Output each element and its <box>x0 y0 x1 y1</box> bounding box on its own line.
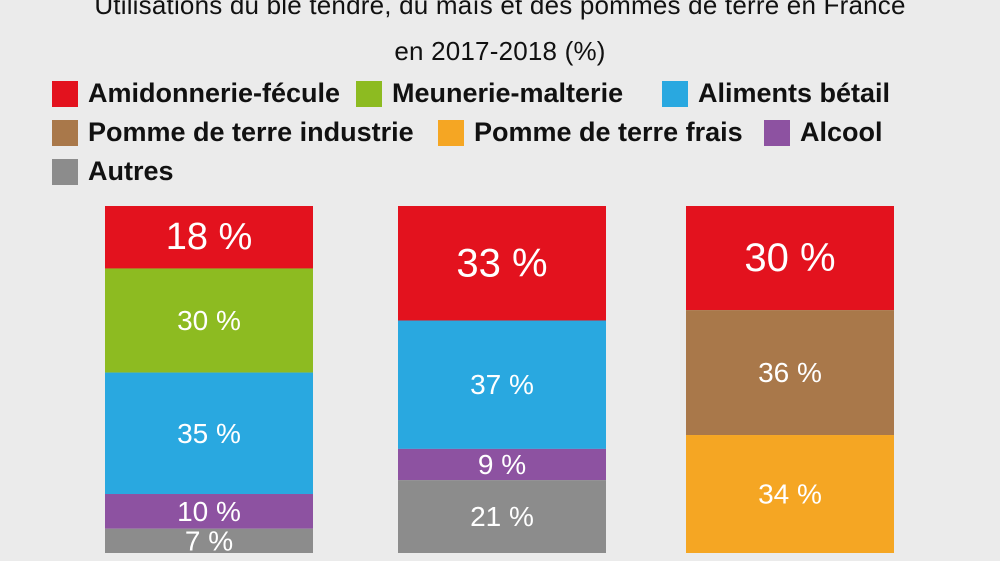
data-label: 7 % <box>185 525 233 556</box>
bar-segment <box>105 268 313 373</box>
bar-segment <box>398 320 606 449</box>
data-label: 33 % <box>456 241 547 285</box>
data-label: 21 % <box>470 501 534 532</box>
legend-label: Aliments bétail <box>698 78 891 108</box>
legend-label: Meunerie-malterie <box>392 78 624 108</box>
bar-segment <box>105 494 313 529</box>
data-label: 30 % <box>744 236 835 280</box>
legend-item-alcool: Alcool <box>764 117 883 148</box>
data-label: 30 % <box>177 305 241 336</box>
legend-item-pdt-frais: Pomme de terre frais <box>438 117 743 148</box>
data-label: 18 % <box>166 216 253 258</box>
legend-item-meunerie: Meunerie-malterie <box>356 78 623 109</box>
data-label: 36 % <box>758 357 822 388</box>
bar-segment <box>398 448 606 481</box>
legend-label: Alcool <box>800 117 883 147</box>
legend-swatch <box>662 80 688 107</box>
bar-segment <box>105 372 313 495</box>
legend-swatch <box>438 119 464 146</box>
bar-segment <box>105 206 313 269</box>
legend-item-amidonnerie: Amidonnerie-fécule <box>52 78 340 109</box>
legend-swatch <box>52 158 78 185</box>
data-label: 9 % <box>478 449 526 480</box>
legend-label: Amidonnerie-fécule <box>88 78 341 108</box>
legend-swatch <box>764 119 790 146</box>
bar-segment <box>398 206 606 321</box>
legend-label: Pomme de terre industrie <box>88 117 414 147</box>
legend-label: Pomme de terre frais <box>474 117 743 147</box>
legend-item-autres: Autres <box>52 156 174 187</box>
data-label: 35 % <box>177 418 241 449</box>
chart-legend: Amidonnerie-fécule Meunerie-malterie Ali… <box>0 0 1000 200</box>
bar-segment <box>686 310 894 436</box>
bar-segment <box>105 528 313 553</box>
legend-item-pdt-industrie: Pomme de terre industrie <box>52 117 414 148</box>
data-label: 10 % <box>177 496 241 527</box>
data-label: 34 % <box>758 479 822 510</box>
legend-swatch <box>52 119 78 146</box>
bar-segment <box>686 435 894 553</box>
bar-segment <box>686 206 894 311</box>
chart-title-line-2: en 2017-2018 (%) <box>394 36 606 66</box>
legend-label: Autres <box>88 156 174 186</box>
legend-item-aliments-betail: Aliments bétail <box>662 78 890 109</box>
legend-swatch <box>52 80 78 107</box>
chart-title-line-1: Utilisations du blé tendre, du maïs et d… <box>94 0 906 20</box>
bar-segment <box>398 480 606 553</box>
data-label: 37 % <box>470 369 534 400</box>
legend-swatch <box>356 80 382 107</box>
